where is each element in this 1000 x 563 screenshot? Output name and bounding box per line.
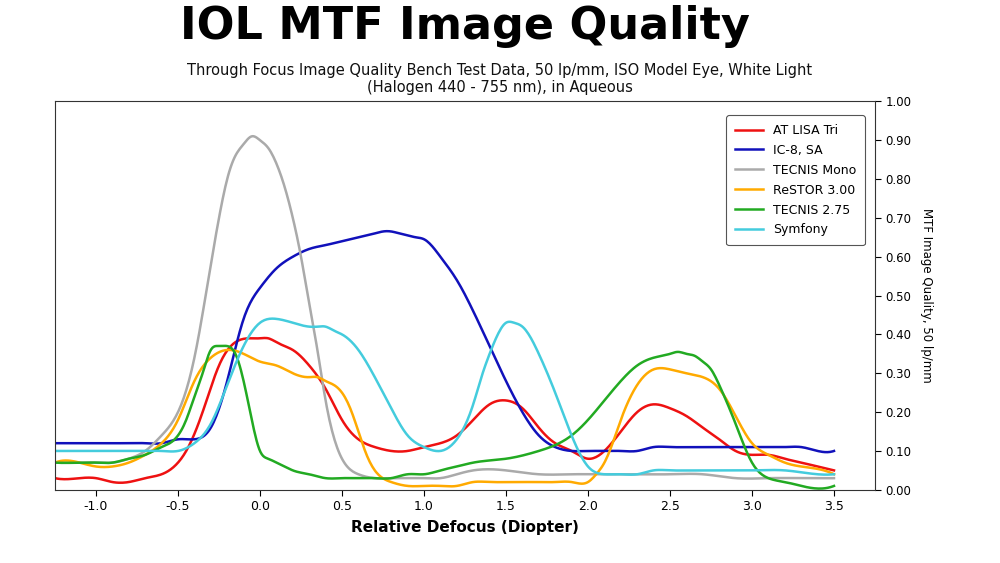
Legend: AT LISA Tri, IC-8, SA, TECNIS Mono, ReSTOR 3.00, TECNIS 2.75, Symfony: AT LISA Tri, IC-8, SA, TECNIS Mono, ReST…: [726, 115, 865, 245]
IC-8, SA: [187, 436, 199, 443]
Symfony: [625, 471, 637, 478]
IC-8, SA: [403, 233, 415, 239]
AT LISA Tri: [251, 335, 263, 342]
TECNIS 2.75: [814, 485, 826, 492]
Line: TECNIS Mono: TECNIS Mono: [55, 136, 834, 479]
Symfony: [638, 470, 650, 476]
Symfony: [249, 324, 261, 330]
ReSTOR 3.00: [187, 381, 199, 388]
AT LISA Tri: [638, 404, 650, 410]
Text: Through Focus Image Quality Bench Test Data, 50 lp/mm, ISO Model Eye, White Ligh: Through Focus Image Quality Bench Test D…: [187, 63, 813, 78]
Symfony: [266, 315, 278, 322]
Line: IC-8, SA: IC-8, SA: [55, 231, 834, 452]
TECNIS Mono: [571, 471, 583, 477]
Line: ReSTOR 3.00: ReSTOR 3.00: [55, 350, 834, 486]
TECNIS Mono: [509, 468, 521, 475]
ReSTOR 3.00: [251, 357, 263, 364]
Symfony: [509, 320, 521, 327]
IC-8, SA: [381, 228, 393, 235]
AT LISA Tri: [188, 431, 200, 438]
Symfony: [403, 434, 415, 440]
Symfony: [49, 448, 61, 454]
ReSTOR 3.00: [511, 479, 523, 485]
Text: (Halogen 440 - 755 nm), in Aqueous: (Halogen 440 - 755 nm), in Aqueous: [367, 80, 633, 95]
TECNIS 2.75: [251, 437, 263, 444]
TECNIS 2.75: [187, 397, 199, 404]
IC-8, SA: [820, 449, 832, 455]
TECNIS Mono: [247, 133, 259, 140]
ReSTOR 3.00: [223, 346, 235, 353]
AT LISA Tri: [260, 334, 272, 341]
TECNIS Mono: [828, 475, 840, 481]
TECNIS 2.75: [828, 482, 840, 489]
AT LISA Tri: [828, 467, 840, 474]
Line: Symfony: Symfony: [55, 319, 834, 475]
ReSTOR 3.00: [444, 483, 456, 490]
TECNIS Mono: [742, 475, 754, 482]
AT LISA Tri: [49, 475, 61, 481]
Symfony: [571, 444, 583, 450]
Symfony: [828, 471, 840, 477]
TECNIS 2.75: [571, 428, 583, 435]
TECNIS 2.75: [509, 454, 521, 461]
AT LISA Tri: [511, 401, 523, 408]
Title: IOL MTF Image Quality: IOL MTF Image Quality: [180, 5, 750, 48]
TECNIS 2.75: [637, 359, 649, 365]
ReSTOR 3.00: [638, 373, 650, 379]
TECNIS 2.75: [49, 459, 61, 466]
Line: AT LISA Tri: AT LISA Tri: [55, 338, 834, 482]
ReSTOR 3.00: [828, 471, 840, 477]
TECNIS Mono: [637, 471, 649, 477]
IC-8, SA: [49, 440, 61, 446]
IC-8, SA: [571, 448, 583, 454]
AT LISA Tri: [114, 479, 126, 486]
Y-axis label: MTF Image Quality, 50 lp/mm: MTF Image Quality, 50 lp/mm: [920, 208, 933, 383]
Line: TECNIS 2.75: TECNIS 2.75: [55, 346, 834, 489]
TECNIS Mono: [403, 475, 415, 481]
TECNIS Mono: [49, 459, 61, 466]
IC-8, SA: [249, 291, 261, 298]
TECNIS 2.75: [218, 342, 230, 349]
IC-8, SA: [828, 448, 840, 454]
AT LISA Tri: [404, 447, 416, 454]
TECNIS Mono: [251, 134, 263, 141]
IC-8, SA: [509, 396, 521, 403]
X-axis label: Relative Defocus (Diopter): Relative Defocus (Diopter): [351, 520, 579, 535]
TECNIS Mono: [187, 361, 199, 368]
Symfony: [187, 441, 199, 448]
IC-8, SA: [637, 446, 649, 453]
ReSTOR 3.00: [403, 482, 415, 489]
ReSTOR 3.00: [49, 459, 61, 466]
ReSTOR 3.00: [572, 480, 584, 486]
TECNIS 2.75: [403, 471, 415, 477]
AT LISA Tri: [572, 451, 584, 458]
